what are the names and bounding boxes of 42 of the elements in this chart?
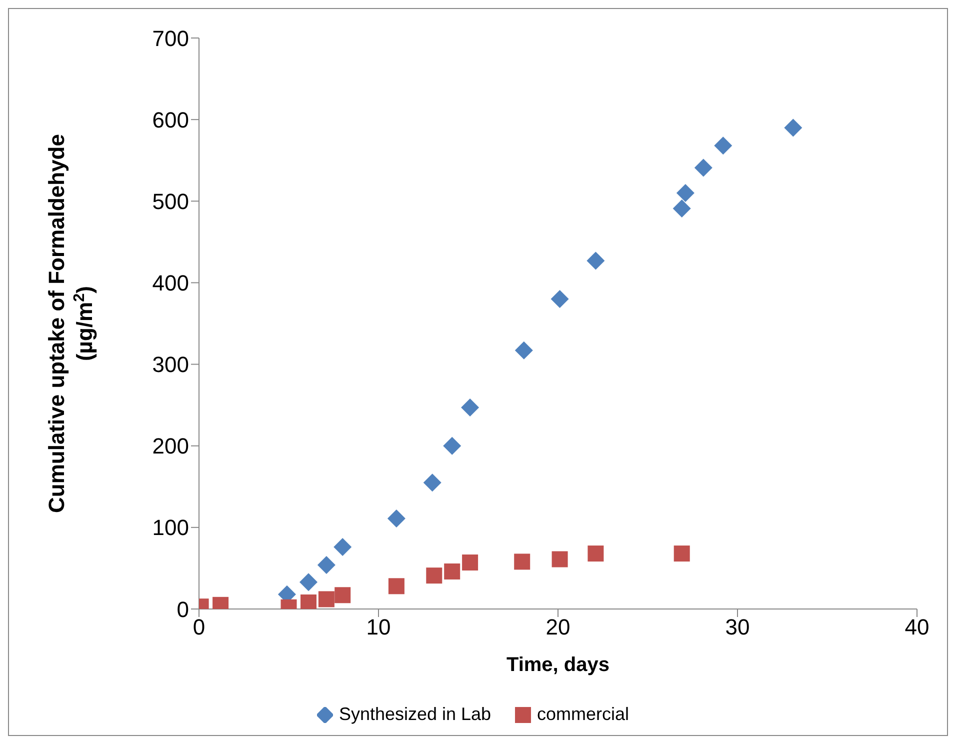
y-tick-label: 300	[152, 352, 189, 378]
point	[423, 474, 442, 492]
point	[674, 546, 690, 562]
point	[672, 199, 691, 218]
point	[334, 538, 352, 556]
legend-label: commercial	[537, 704, 630, 725]
point	[426, 568, 442, 584]
x-tick-label: 40	[904, 614, 930, 640]
point	[299, 573, 318, 592]
point	[694, 158, 712, 177]
y-tick-label: 200	[152, 434, 189, 459]
point	[676, 184, 694, 202]
point	[552, 551, 568, 568]
y-tick-label: 400	[152, 270, 189, 296]
point	[300, 594, 316, 609]
point	[317, 556, 336, 574]
point	[550, 290, 569, 308]
point	[318, 591, 334, 608]
point	[586, 252, 605, 270]
x-tick-label: 30	[725, 614, 750, 640]
point	[588, 546, 604, 562]
y-tick-label: 500	[152, 188, 189, 214]
y-tick-label: 700	[152, 26, 189, 51]
x-tick-label: 20	[546, 614, 570, 640]
point	[784, 118, 802, 137]
point	[514, 341, 533, 360]
point	[387, 509, 406, 528]
point	[714, 136, 732, 155]
point	[514, 554, 530, 570]
y-tick-label: 600	[152, 107, 189, 132]
point	[462, 554, 478, 571]
y-tick-label: 100	[152, 515, 189, 540]
point	[443, 436, 462, 455]
x-tick-label: 0	[192, 614, 206, 640]
point	[388, 578, 404, 594]
x-tick-label: 10	[366, 614, 391, 640]
legend-label: Synthesized in Lab	[338, 704, 492, 725]
point	[334, 587, 351, 604]
y-tick-label: 0	[176, 596, 189, 622]
x-axis-title: Time, days	[506, 654, 610, 676]
point	[461, 398, 480, 417]
point	[444, 563, 460, 580]
